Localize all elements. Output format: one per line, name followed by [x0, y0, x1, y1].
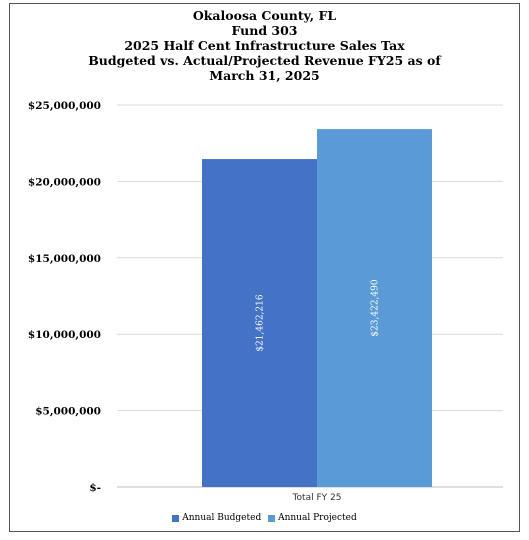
data-label: $23,422,490 — [371, 279, 381, 337]
legend-label-annual-budgeted: Annual Budgeted — [182, 513, 262, 523]
legend-swatch-annual-budgeted — [172, 514, 180, 522]
x-category-label: Total FY 25 — [292, 493, 342, 503]
chart-title-line-4: Budgeted vs. Actual/Projected Revenue FY… — [88, 53, 441, 68]
chart-legend: Annual Budgeted Annual Projected — [0, 513, 529, 525]
legend-item-annual-budgeted: Annual Budgeted — [172, 513, 261, 523]
y-tick-label: $20,000,000 — [28, 176, 101, 188]
bar-annual-budgeted — [202, 159, 317, 487]
chart-title-line-3: 2025 Half Cent Infrastructure Sales Tax — [124, 38, 405, 53]
y-tick-label: $10,000,000 — [28, 329, 101, 341]
y-tick-label: $5,000,000 — [35, 406, 101, 418]
chart-title: Okaloosa County, FL Fund 303 2025 Half C… — [0, 8, 529, 83]
data-label: $21,462,216 — [256, 294, 266, 352]
chart-title-line-5: March 31, 2025 — [209, 68, 320, 83]
legend-item-annual-projected: Annual Projected — [268, 513, 357, 523]
y-tick-label: $25,000,000 — [28, 100, 101, 112]
y-tick-label: $15,000,000 — [28, 253, 101, 265]
legend-label-annual-projected: Annual Projected — [278, 513, 357, 523]
chart-title-line-1: Okaloosa County, FL — [192, 8, 337, 23]
legend-swatch-annual-projected — [268, 514, 276, 522]
bar-annual-projected — [317, 129, 432, 487]
y-tick-label: $- — [89, 482, 101, 494]
chart-title-line-2: Fund 303 — [231, 23, 298, 38]
